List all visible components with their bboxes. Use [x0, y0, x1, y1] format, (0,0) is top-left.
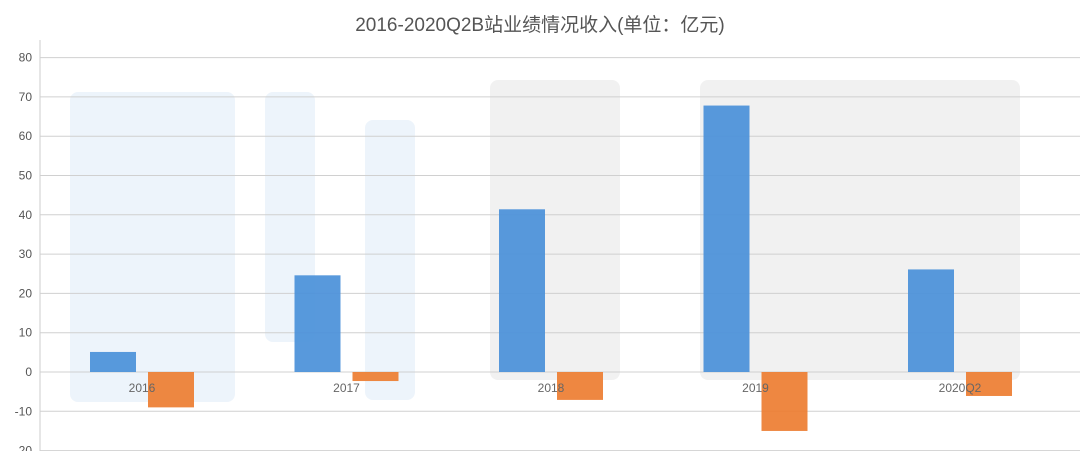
- bar-series2-2016: [148, 372, 194, 408]
- bar-series2-2020Q2: [966, 372, 1012, 396]
- x-category-label: 2020Q2: [939, 381, 982, 395]
- bar-series2-2017: [352, 372, 399, 382]
- y-tick-label: -20: [15, 444, 33, 451]
- x-category-label: 2019: [742, 381, 769, 395]
- bar-series2-2019: [761, 372, 808, 431]
- bar-series1-2017: [294, 275, 341, 372]
- bar-series1-2020Q2: [908, 269, 954, 372]
- y-tick-label: 10: [19, 326, 33, 340]
- y-tick-label: -10: [15, 404, 33, 418]
- watermark-shape: [70, 92, 235, 402]
- x-category-label: 2018: [538, 381, 565, 395]
- y-tick-label: 40: [19, 208, 33, 222]
- y-tick-label: 0: [25, 365, 32, 379]
- bar-series1-2019: [703, 105, 750, 373]
- y-tick-label: 60: [19, 129, 33, 143]
- chart-title: 2016-2020Q2B站业绩情况收入(单位：亿元): [355, 15, 725, 36]
- bar-series2-2018: [557, 372, 603, 400]
- x-category-label: 2016: [129, 381, 156, 395]
- x-category-label: 2017: [333, 381, 360, 395]
- y-tick-label: 70: [19, 90, 33, 104]
- bar-series1-2018: [499, 209, 545, 372]
- watermark-shape: [365, 120, 415, 400]
- y-tick-label: 30: [19, 247, 33, 261]
- bar-series1-2016: [90, 351, 136, 372]
- y-tick-label: 80: [19, 51, 33, 65]
- y-tick-label: 50: [19, 169, 33, 183]
- y-tick-label: 20: [19, 286, 33, 300]
